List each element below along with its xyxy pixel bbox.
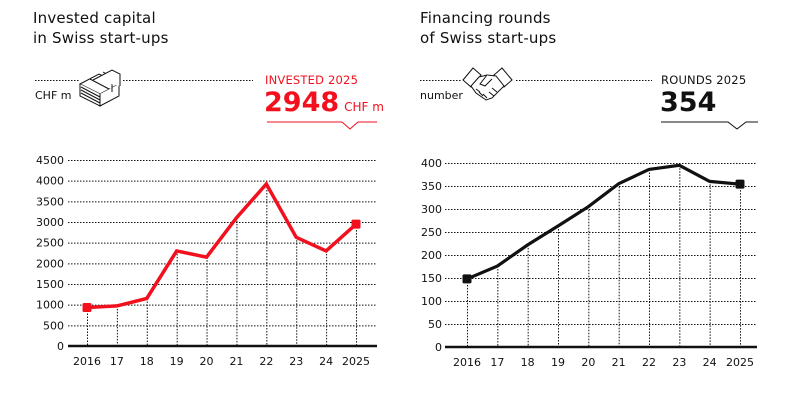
x-tick-label: 19 bbox=[551, 356, 565, 369]
line-chart-1: 0 50 100 150 200 250 300 350 400 2016 17 18 19 20 21 22… bbox=[421, 157, 757, 369]
x-tick-label: 2016 bbox=[453, 356, 481, 369]
y-tick-label: 300 bbox=[421, 203, 442, 216]
x-tick-label: 23 bbox=[289, 355, 303, 368]
x-tick-label: 22 bbox=[642, 356, 656, 369]
data-line bbox=[86, 180, 358, 310]
kpi-label-rounds: ROUNDS 2025 bbox=[661, 73, 747, 87]
y-tick-label: 400 bbox=[421, 157, 442, 170]
x-tick-label: 18 bbox=[140, 355, 154, 368]
x-tick-label: 22 bbox=[259, 355, 273, 368]
kpi-unit: CHF m bbox=[344, 100, 384, 114]
y-tick-label: 500 bbox=[43, 319, 64, 332]
line-chart-0: 0 500 1000 1500 2000 2500 3000 3500 4000 4500 2016… bbox=[36, 154, 377, 368]
x-tick-label: 2016 bbox=[73, 355, 101, 368]
x-tick-label: 24 bbox=[703, 356, 717, 369]
chart-title-rounds: Financing rounds of Swiss start-ups bbox=[420, 8, 556, 48]
kpi-underline-invested bbox=[267, 121, 377, 130]
data-point-marker bbox=[735, 179, 745, 189]
money-stack-icon bbox=[78, 69, 121, 107]
y-tick-label: 250 bbox=[421, 226, 442, 239]
y-unit-label: number bbox=[420, 89, 463, 102]
data-line bbox=[466, 163, 741, 281]
data-point-marker bbox=[351, 219, 361, 229]
y-tick-label: 4500 bbox=[36, 154, 64, 167]
title-line: in Swiss start-ups bbox=[33, 29, 169, 47]
x-tick-label: 17 bbox=[490, 356, 504, 369]
y-tick-label: 2500 bbox=[36, 237, 64, 250]
title-line: Invested capital bbox=[33, 9, 156, 27]
data-point-marker bbox=[82, 303, 92, 313]
x-tick-label: 19 bbox=[170, 355, 184, 368]
y-tick-label: 50 bbox=[428, 318, 442, 331]
x-tick-label: 17 bbox=[110, 355, 124, 368]
y-tick-label: 200 bbox=[421, 249, 442, 262]
data-point-marker bbox=[462, 274, 472, 284]
y-tick-label: 350 bbox=[421, 180, 442, 193]
title-line: Financing rounds bbox=[420, 9, 551, 27]
y-tick-label: 0 bbox=[57, 340, 64, 353]
x-tick-label: 24 bbox=[319, 355, 333, 368]
kpi-value-invested: 2948 CHF m bbox=[264, 89, 384, 121]
handshake-icon bbox=[462, 67, 513, 101]
y-tick-label: 150 bbox=[421, 272, 442, 285]
kpi-value-rounds: 354 bbox=[660, 87, 717, 118]
kpi-label-invested: INVESTED 2025 bbox=[265, 73, 359, 87]
kpi-number: 2948 bbox=[264, 87, 340, 118]
y-tick-label: 3000 bbox=[36, 216, 64, 229]
x-tick-label: 21 bbox=[612, 356, 626, 369]
y-unit-label: CHF m bbox=[35, 89, 72, 102]
y-tick-label: 3500 bbox=[36, 195, 64, 208]
x-tick-label: 20 bbox=[581, 356, 595, 369]
y-tick-label: 0 bbox=[435, 341, 442, 354]
y-tick-label: 4000 bbox=[36, 175, 64, 188]
chart-title-invested: Invested capital in Swiss start-ups bbox=[33, 8, 169, 48]
x-tick-label: 18 bbox=[521, 356, 535, 369]
x-tick-label: 2025 bbox=[726, 356, 754, 369]
x-tick-label: 23 bbox=[672, 356, 686, 369]
x-tick-label: 21 bbox=[229, 355, 243, 368]
y-tick-label: 1500 bbox=[36, 278, 64, 291]
y-tick-label: 1000 bbox=[36, 299, 64, 312]
y-tick-label: 100 bbox=[421, 295, 442, 308]
title-line: of Swiss start-ups bbox=[420, 29, 557, 47]
x-tick-label: 2025 bbox=[342, 355, 370, 368]
kpi-underline-rounds bbox=[661, 121, 758, 130]
y-tick-label: 2000 bbox=[36, 257, 64, 270]
x-tick-label: 20 bbox=[200, 355, 214, 368]
